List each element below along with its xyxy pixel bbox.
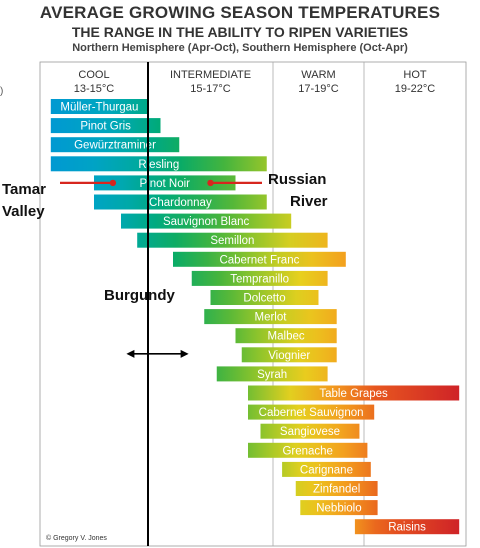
russian-river-marker-dot: [207, 179, 214, 187]
variety-label: Pinot Noir: [140, 178, 191, 190]
variety-bar: [173, 251, 346, 267]
variety-label: Malbec: [268, 331, 305, 343]
variety-bars: Müller-Thurgau Pinot Gris Gewürztraminer Ri…: [50, 99, 460, 535]
zone-name: HOT: [403, 69, 427, 81]
variety-label: Müller-Thurgau: [60, 102, 138, 114]
variety-label: Tempranillo: [230, 273, 289, 285]
variety-label: Semillon: [210, 235, 254, 247]
variety-label: Dolcetto: [243, 293, 285, 305]
zone-range: 15-17°C: [190, 83, 231, 95]
zone-range: 17-19°C: [298, 83, 339, 95]
burgundy-arrow-right-head: [180, 349, 189, 358]
variety-bar: [295, 481, 378, 496]
variety-label: Nebbiolo: [316, 503, 361, 515]
variety-bar: [94, 194, 267, 210]
variety-bar: [191, 270, 328, 286]
tamar-valley-label-line2: Valley: [2, 203, 45, 220]
variety-bar: [210, 290, 319, 305]
zone-name: COOL: [78, 69, 109, 81]
variety-bar: [248, 442, 368, 458]
zone-name: WARM: [301, 69, 335, 81]
variety-bar: [354, 519, 460, 535]
variety-bar: [248, 385, 460, 401]
zone-range: 13-15°C: [74, 83, 115, 95]
variety-bar: [50, 156, 267, 172]
variety-label: Riesling: [138, 159, 179, 171]
variety-label: Gewürztraminer: [74, 140, 156, 152]
variety-bar: [94, 175, 236, 191]
variety-label: Carignane: [300, 464, 353, 476]
variety-label: Chardonnay: [149, 197, 212, 209]
variety-label: Viognier: [268, 350, 310, 362]
credit-text: © Gregory V. Jones: [46, 534, 107, 542]
variety-label: Grenache: [282, 445, 333, 457]
burgundy-arrow-left-head: [126, 349, 135, 358]
chart-title: AVERAGE GROWING SEASON TEMPERATURES: [39, 3, 441, 22]
variety-bar: [241, 347, 337, 363]
hemisphere-note: Northern Hemisphere (Apr-Oct), Southern …: [72, 42, 408, 54]
variety-label: Zinfandel: [313, 484, 360, 496]
variety-label: Merlot: [254, 312, 287, 324]
variety-label: Syrah: [257, 369, 287, 381]
region-annotations: Tamar Valley Russian River Burgundy: [2, 62, 328, 546]
variety-label: Pinot Gris: [80, 121, 131, 133]
variety-bar: [282, 461, 371, 477]
variety-bar: [235, 328, 337, 344]
variety-bar: [137, 232, 328, 248]
variety-label: Cabernet Sauvignon: [259, 407, 364, 419]
variety-label: Cabernet Franc: [219, 254, 299, 266]
variety-bar: [121, 213, 292, 229]
variety-label: Sangiovese: [280, 426, 340, 438]
variety-label: Table Grapes: [319, 388, 388, 400]
tamar-valley-label: Tamar: [2, 181, 46, 198]
zone-headers: COOL 13-15°C INTERMEDIATE 15-17°C WARM 17-19°…: [74, 69, 436, 95]
variety-label: Sauvignon Blanc: [163, 216, 250, 228]
variety-bar: [204, 309, 337, 325]
chart-subtitle: THE RANGE IN THE ABILITY TO RIPEN VARIET…: [71, 24, 409, 40]
edge-mark: ): [0, 86, 4, 97]
russian-river-label: Russian: [268, 171, 326, 188]
plot-frame: [39, 61, 467, 547]
variety-bar: [260, 423, 360, 439]
burgundy-label: Burgundy: [104, 287, 175, 304]
zone-name: INTERMEDIATE: [170, 69, 251, 81]
variety-bar: [50, 118, 161, 134]
tamar-valley-marker-dot: [109, 179, 117, 187]
variety-bar: [216, 366, 328, 382]
variety-label: Raisins: [388, 522, 426, 534]
zone-range: 19-22°C: [395, 83, 436, 95]
variety-bar: [300, 500, 378, 516]
variety-bar: [50, 99, 148, 114]
variety-bar: [248, 404, 375, 420]
russian-river-label-line2: River: [290, 193, 328, 210]
